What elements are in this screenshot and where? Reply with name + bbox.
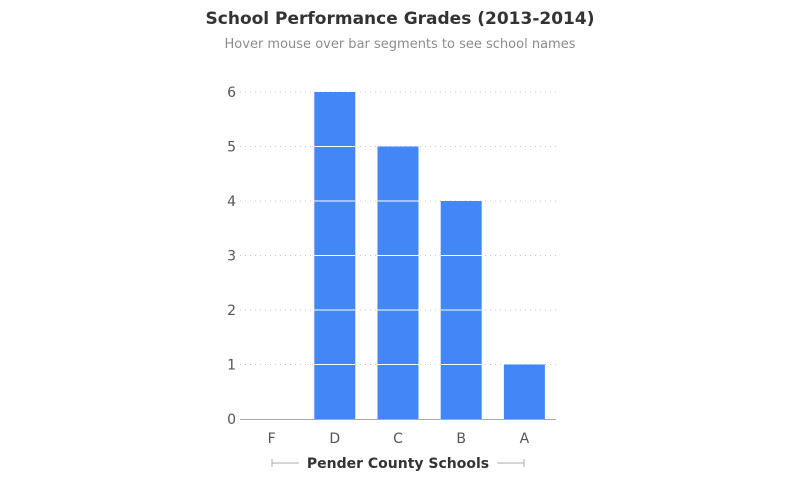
x-tick-label: C [393, 431, 403, 447]
bar-C[interactable] [377, 146, 419, 420]
y-tick-label: 6 [227, 85, 236, 101]
chart-title: School Performance Grades (2013-2014) [205, 9, 595, 29]
y-tick-label: 2 [227, 303, 236, 319]
x-axis-title-group: Pender County Schools [271, 456, 525, 472]
y-tick-label: 1 [227, 358, 236, 374]
x-tick-label: B [456, 431, 466, 447]
x-tick-label: F [268, 431, 276, 447]
bar-D[interactable] [314, 92, 356, 419]
bar-rect[interactable] [377, 146, 419, 420]
y-tick-label: 4 [227, 194, 236, 210]
bar-rect[interactable] [503, 364, 545, 420]
y-axis-tick-labels: 0 1 2 3 4 5 6 [227, 85, 236, 428]
x-axis-title: Pender County Schools [307, 456, 489, 472]
y-tick-label: 5 [227, 140, 236, 156]
bars [314, 92, 545, 419]
y-tick-label: 0 [227, 412, 236, 428]
bar-A[interactable] [503, 364, 545, 420]
y-tick-label: 3 [227, 249, 236, 265]
x-tick-label: A [520, 431, 530, 447]
bar-B[interactable] [440, 201, 482, 419]
chart-subtitle: Hover mouse over bar segments to see sch… [224, 37, 576, 52]
x-tick-label: D [329, 431, 340, 447]
